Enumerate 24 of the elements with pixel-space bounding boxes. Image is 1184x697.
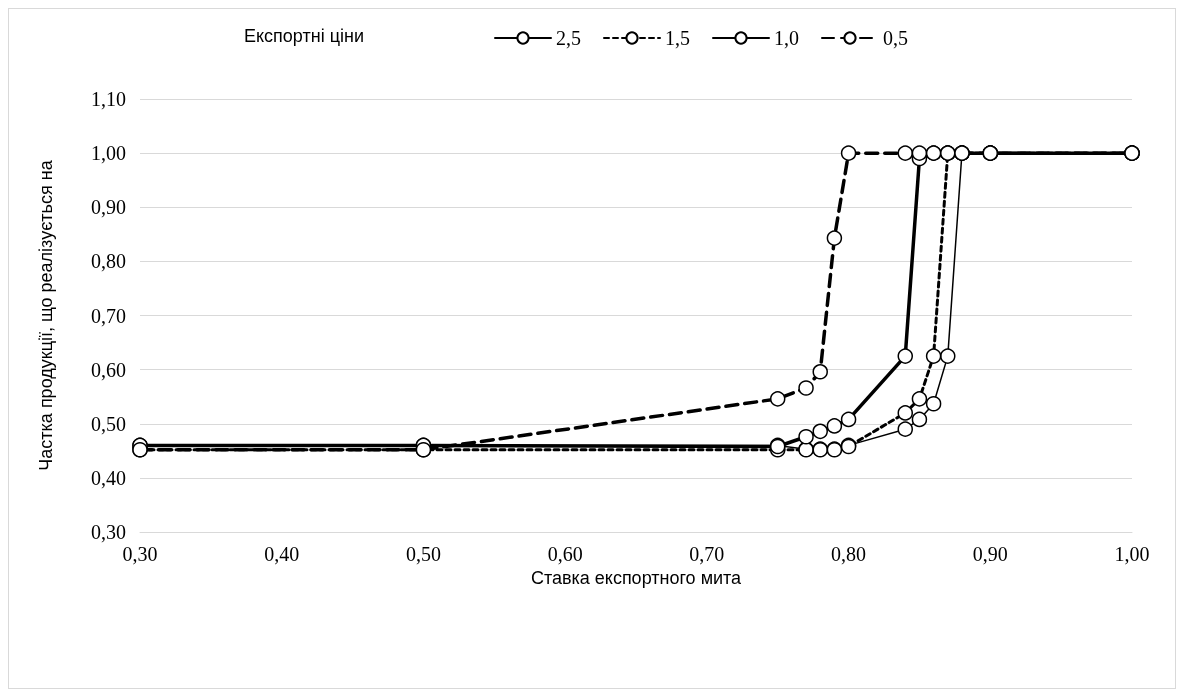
- legend-label: 0,5: [883, 27, 908, 49]
- legend-label: 1,0: [774, 27, 799, 49]
- y-tick-label: 0,90: [91, 196, 126, 219]
- y-tick-label: 1,10: [91, 88, 126, 110]
- x-tick-label: 1,00: [1114, 543, 1150, 565]
- x-tick-label: 0,90: [972, 543, 1008, 565]
- y-tick-label: 0,50: [91, 412, 126, 435]
- legend-title: Експортні ціни: [244, 26, 364, 46]
- legend-label: 2,5: [556, 27, 581, 49]
- legend-label: 1,5: [665, 27, 690, 49]
- x-tick-label: 0,40: [264, 543, 300, 565]
- y-tick-label: 0,80: [91, 250, 126, 273]
- y-tick-label: 0,40: [91, 466, 126, 489]
- y-tick-label: 1,00: [91, 142, 126, 165]
- x-tick-label: 0,80: [831, 543, 867, 565]
- x-tick-label: 0,30: [122, 543, 158, 565]
- x-tick-label: 0,50: [405, 543, 441, 565]
- y-tick-label: 0,60: [91, 358, 126, 381]
- x-tick-label: 0,70: [689, 543, 725, 565]
- x-axis-title: Ставка експортного мита: [530, 567, 743, 588]
- y-tick-label: 0,30: [91, 521, 126, 543]
- y-tick-label: 0,70: [91, 304, 126, 327]
- y-axis-title: Частка продукції, що реалізується на: [36, 159, 56, 471]
- x-tick-label: 0,60: [547, 543, 583, 565]
